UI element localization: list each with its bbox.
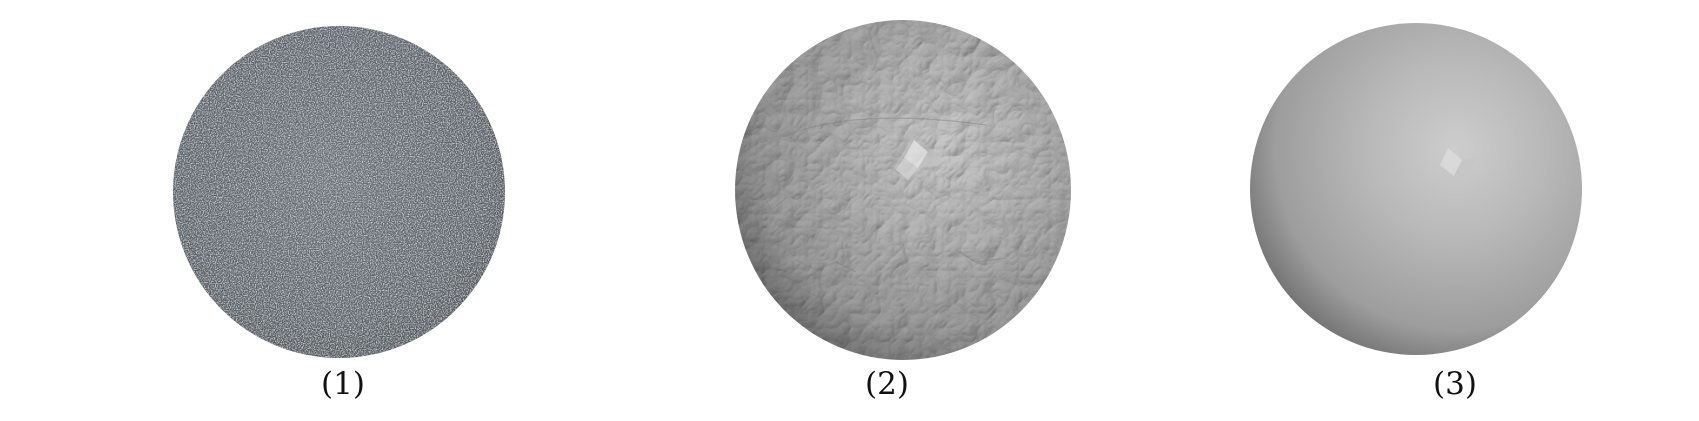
- panel-2-label: (2): [865, 366, 909, 402]
- point-cloud-sphere: [173, 26, 505, 358]
- coarse-mesh-sphere: [735, 20, 1071, 360]
- panel-smooth-mesh: (3): [1132, 0, 1699, 421]
- smooth-mesh-sphere: [1250, 23, 1582, 355]
- panel-3-label: (3): [1433, 366, 1477, 402]
- smooth-mesh-body: [1250, 23, 1582, 355]
- coarse-mesh-body: [735, 20, 1071, 360]
- panel-1-label: (1): [321, 366, 365, 402]
- panel-coarse-mesh: (2): [566, 0, 1132, 421]
- panel-point-cloud: (1): [0, 0, 566, 421]
